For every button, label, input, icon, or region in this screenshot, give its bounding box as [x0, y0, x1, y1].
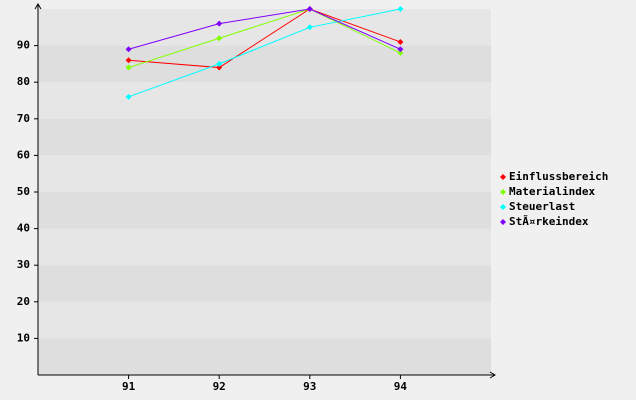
y-axis-arrow: [34, 3, 42, 10]
y-tick-label: 20: [17, 295, 30, 308]
series-line: [128, 8, 401, 69]
series-line: [128, 8, 401, 98]
y-tick-label: 50: [17, 185, 30, 198]
grid-band: [38, 9, 491, 46]
y-tick-label: 70: [17, 112, 30, 125]
grid-band: [38, 338, 491, 375]
data-point: [125, 57, 132, 64]
y-tick-label: 30: [17, 258, 30, 271]
grid-band: [38, 45, 491, 83]
grid-band: [38, 155, 491, 192]
y-tick-label: 60: [17, 148, 30, 161]
data-point: [216, 35, 223, 42]
grid-band: [38, 192, 491, 229]
data-point: [306, 6, 313, 12]
grid-band: [38, 82, 491, 119]
data-point: [397, 38, 404, 45]
data-point: [216, 20, 223, 27]
legend-label: Einflussbereich: [509, 170, 608, 183]
data-point: [306, 24, 313, 31]
x-tick-label: 91: [122, 380, 136, 393]
data-point: [125, 93, 132, 100]
x-tick-label: 94: [394, 380, 408, 393]
y-tick-label: 10: [17, 331, 30, 344]
data-point: [397, 6, 404, 12]
legend-marker: [500, 189, 506, 195]
legend-label: Steuerlast: [509, 200, 575, 213]
legend-marker: [500, 219, 506, 225]
y-tick-label: 80: [17, 75, 30, 88]
series-line: [128, 8, 401, 50]
grid-band: [38, 301, 491, 339]
data-point: [216, 64, 223, 71]
grid-band: [38, 228, 491, 266]
legend-marker: [500, 174, 506, 180]
series-line: [128, 8, 401, 69]
x-axis-arrow: [489, 371, 496, 379]
y-tick-label: 90: [17, 39, 30, 52]
data-point: [216, 60, 223, 67]
legend-label: StÃ¤rkeindex: [509, 215, 589, 228]
x-tick-label: 92: [213, 380, 226, 393]
data-point: [397, 49, 404, 56]
legend-label: Materialindex: [509, 185, 595, 198]
data-point: [125, 46, 132, 53]
data-point: [397, 46, 404, 53]
legend-marker: [500, 204, 506, 210]
x-tick-label: 93: [303, 380, 316, 393]
y-tick-label: 40: [17, 222, 30, 235]
data-point: [125, 64, 132, 71]
grid-band: [38, 265, 491, 302]
grid-band: [38, 118, 491, 156]
